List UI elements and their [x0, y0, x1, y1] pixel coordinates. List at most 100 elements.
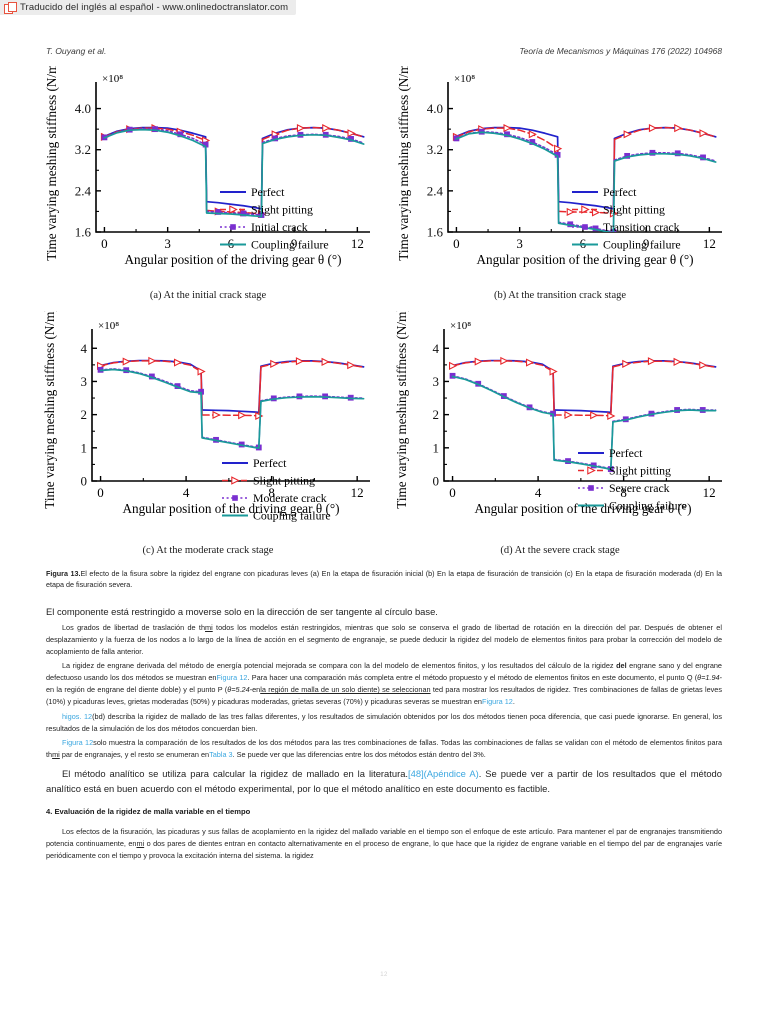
p3-bold: del: [616, 661, 627, 671]
link-tabla-3[interactable]: Tabla 3: [209, 750, 233, 760]
p5-text-c: . Se puede ver que las diferencias entre…: [232, 750, 486, 760]
svg-text:×10⁸: ×10⁸: [102, 73, 123, 85]
subcaption-d: (d) At the severe crack stage: [500, 545, 620, 556]
svg-text:3: 3: [164, 236, 171, 251]
svg-text:Slight pitting: Slight pitting: [253, 474, 315, 488]
link-figura-12-a[interactable]: Figura 12: [216, 673, 248, 683]
running-head-journal: Teoría de Mecanismos y Máquinas 176 (202…: [519, 46, 722, 56]
p3-theta-2: θ=5.24-: [227, 685, 253, 695]
svg-text:Perfect: Perfect: [251, 185, 285, 199]
svg-text:1: 1: [81, 440, 88, 455]
svg-text:Perfect: Perfect: [603, 185, 637, 199]
svg-text:2.4: 2.4: [75, 183, 92, 198]
paragraph-6: El método analítico se utiliza para calc…: [46, 766, 722, 796]
p3-text-f: ted para mostrar los resultados de rigid…: [46, 685, 722, 706]
p6-text-a: El método analítico se utiliza para calc…: [62, 767, 409, 779]
svg-text:Time varying meshing stiffness: Time varying meshing stiffness (N/m): [44, 66, 59, 261]
link-ref-48[interactable]: [48]: [408, 767, 424, 779]
svg-text:Moderate crack: Moderate crack: [253, 491, 327, 505]
svg-text:8: 8: [268, 485, 275, 500]
subcaption-b: (b) At the transition crack stage: [493, 290, 627, 301]
svg-text:Severe crack: Severe crack: [609, 481, 670, 495]
svg-text:0: 0: [449, 485, 456, 500]
svg-text:1.6: 1.6: [427, 225, 444, 240]
p3-text-b: engrane sano y del engrane defectuoso us…: [46, 661, 722, 683]
p5-text-a: solo muestra la comparación de los resul…: [46, 738, 723, 760]
chart-c: 0 1 2 3 4 0 4 8 12 ×10⁸ Time varying meshing stiff…: [40, 311, 376, 543]
p3-text-e: en: [252, 685, 261, 695]
svg-text:Angular position of the drivin: Angular position of the driving gear θ (…: [122, 501, 339, 516]
paragraph-2: Los grados de libertad de traslación de …: [46, 622, 722, 657]
svg-text:×10⁸: ×10⁸: [98, 320, 119, 332]
p4-text-a: (bd) describa la rigidez de mallado de l…: [46, 711, 722, 733]
link-higos-12[interactable]: higos. 12: [62, 711, 93, 721]
figure-caption-text: El efecto de la fisura sobre la rigidez …: [46, 569, 723, 590]
svg-text:Coupling failure: Coupling failure: [609, 499, 687, 513]
paragraph-3: La rigidez de engrane derivada del métod…: [46, 660, 722, 707]
svg-text:Time varying meshing stiffness: Time varying meshing stiffness (N/m): [42, 311, 57, 509]
body-text: El componente está restringido a moverse…: [46, 604, 722, 865]
svg-text:Coupling failure: Coupling failure: [253, 509, 331, 523]
paragraph-4: higos. 12(bd) describa la rigidez de mal…: [46, 711, 722, 735]
p3-theta-1: θ=1.94-: [697, 673, 722, 683]
svg-text:3: 3: [433, 374, 440, 389]
running-head: T. Ouyang et al. Teoría de Mecanismos y …: [0, 46, 768, 56]
figure-caption: Figura 13.El efecto de la fisura sobre l…: [46, 568, 722, 590]
svg-text:Angular position of the drivin: Angular position of the driving gear θ (…: [476, 252, 693, 267]
svg-text:1: 1: [433, 440, 440, 455]
svg-text:12: 12: [703, 485, 716, 500]
onlinedoctranslator-logo-icon: [4, 2, 17, 14]
svg-text:4: 4: [81, 341, 88, 356]
svg-text:12: 12: [351, 485, 364, 500]
svg-text:Slight pitting: Slight pitting: [251, 203, 313, 217]
paragraph-1: El componente está restringido a moverse…: [46, 606, 438, 617]
translator-banner-text: Traducido del inglés al español - www.on…: [20, 2, 289, 13]
translator-banner[interactable]: Traducido del inglés al español - www.on…: [0, 0, 297, 15]
subcaption-c: (c) At the moderate crack stage: [142, 545, 274, 556]
svg-text:Initial crack: Initial crack: [251, 220, 308, 234]
subcaption-a: (a) At the initial crack stage: [149, 290, 267, 301]
svg-text:6: 6: [228, 236, 235, 251]
p2-text-b: todos los modelos están restringidos, mi…: [46, 623, 722, 656]
page-number: 12: [380, 972, 388, 978]
svg-text:0: 0: [453, 236, 460, 251]
svg-text:Perfect: Perfect: [609, 446, 643, 460]
link-figura-12-c[interactable]: Figura 12: [62, 738, 94, 748]
svg-text:8: 8: [620, 485, 627, 500]
figure-caption-label: Figura 13.: [46, 569, 81, 578]
svg-text:Time varying meshing stiffness: Time varying meshing stiffness (N/m): [396, 66, 411, 261]
svg-text:12: 12: [703, 236, 716, 251]
svg-text:Slight pitting: Slight pitting: [603, 203, 665, 217]
p5-mi: mi: [52, 750, 60, 760]
p3-text-g: .: [512, 696, 515, 706]
svg-text:2: 2: [433, 407, 440, 422]
link-apendice-a[interactable]: (Apéndice A): [423, 767, 479, 779]
chart-a: 1.6 2.4 3.2 4.0 0 3 6 9 12 ×10⁸ Time varying meshi…: [40, 66, 376, 288]
svg-text:2.4: 2.4: [427, 183, 444, 198]
running-head-authors: T. Ouyang et al.: [46, 46, 107, 56]
svg-text:3: 3: [81, 374, 88, 389]
section-heading-4: 4. Evaluación de la rigidez de malla var…: [46, 807, 251, 817]
p3-underlined: la región de malla de un solo diente) se…: [260, 685, 431, 695]
svg-text:9: 9: [291, 236, 298, 251]
figure-cell-b: 1.6 2.4 3.2 4.0 0 3 6 9 12 ×10⁸ Time varying meshi…: [392, 66, 728, 301]
svg-text:1.6: 1.6: [75, 225, 92, 240]
svg-text:9: 9: [643, 236, 650, 251]
figure-row-bottom: 0 1 2 3 4 0 4 8 12 ×10⁸ Time varying meshing stiff…: [40, 311, 728, 556]
svg-text:0: 0: [81, 474, 88, 489]
svg-text:Coupling failure: Coupling failure: [251, 238, 329, 252]
p6-text-b: . Se puede ver a partir de los resultado…: [46, 767, 722, 795]
chart-a-svg: 1.6 2.4 3.2 4.0 0 3 6 9 12 ×10⁸ Time varying meshi…: [44, 66, 370, 267]
svg-text:Coupling failure: Coupling failure: [603, 238, 681, 252]
link-figura-12-b[interactable]: Figura 12: [482, 696, 513, 706]
figure-13: 1.6 2.4 3.2 4.0 0 3 6 9 12 ×10⁸ Time varying meshi…: [40, 66, 728, 556]
svg-text:Slight pitting: Slight pitting: [609, 464, 671, 478]
svg-text:12: 12: [351, 236, 364, 251]
p3-text-d: en la región de engrane del diente doble…: [46, 685, 228, 695]
p5-text-b: par de engranajes, y el resto se enumera…: [59, 750, 210, 760]
figure-row-top: 1.6 2.4 3.2 4.0 0 3 6 9 12 ×10⁸ Time varying meshi…: [40, 66, 728, 301]
svg-text:4: 4: [535, 485, 542, 500]
